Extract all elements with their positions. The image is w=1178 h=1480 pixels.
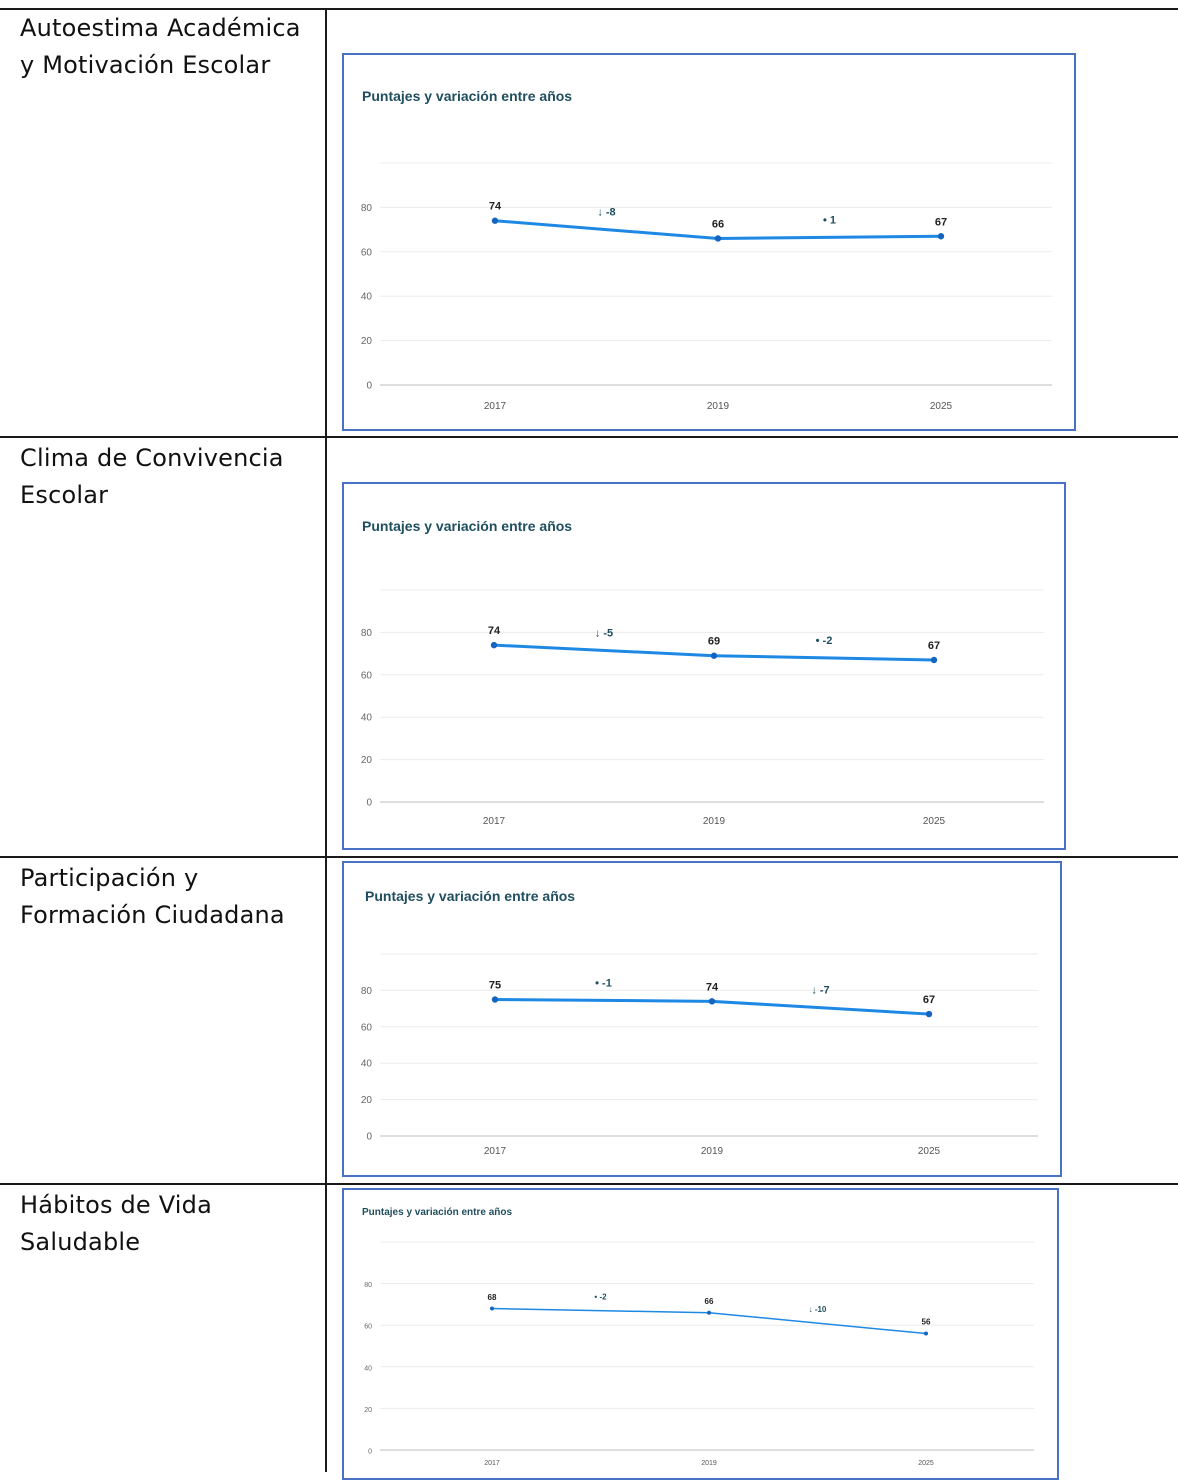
chart-autoestima: Puntajes y variación entre años 80 60 40 20 0… [342, 53, 1076, 431]
data-label: 69 [708, 636, 720, 648]
y-tick-label: 20 [364, 1407, 372, 1414]
data-point [707, 1310, 711, 1315]
x-tick-label: 2017 [484, 1146, 507, 1157]
y-tick-label: 0 [366, 381, 372, 392]
row-label-participacion: Participación y Formación Ciudadana [20, 864, 285, 929]
y-tick-label: 0 [368, 1449, 372, 1456]
row-label-habitos: Hábitos de Vida Saludable [20, 1191, 213, 1256]
data-point [490, 641, 498, 649]
y-tick-label: 60 [361, 670, 373, 681]
data-point [924, 1331, 928, 1336]
y-tick-label: 40 [361, 713, 373, 724]
variation-label: • -2 [594, 1292, 607, 1301]
variation-label: • 1 [823, 214, 836, 226]
data-point [491, 996, 499, 1003]
table-border-top [0, 8, 1178, 10]
chart-habitos: Puntajes y variación entre años 80 60 40 20 0… [342, 1188, 1059, 1480]
row-divider [0, 856, 1178, 858]
data-label: 66 [705, 1297, 714, 1306]
y-tick-label: 20 [361, 1095, 373, 1106]
chart-svg: Puntajes y variación entre años 80 60 40 20 0… [361, 88, 1052, 412]
x-tick-label: 2017 [484, 401, 507, 412]
data-label: 67 [923, 994, 935, 1006]
data-label: 67 [935, 216, 947, 228]
y-tick-label: 20 [361, 336, 373, 347]
y-tick-label: 20 [361, 755, 373, 766]
chart-svg: Puntajes y variación entre años 80 60 40 20 0… [361, 518, 1044, 827]
data-label: 74 [488, 625, 501, 637]
row-divider [0, 436, 1178, 438]
y-tick-label: 60 [361, 1022, 373, 1033]
y-tick-label: 80 [364, 1282, 372, 1289]
y-tick-label: 40 [361, 292, 373, 303]
data-point [710, 652, 718, 659]
x-tick-label: 2019 [707, 401, 730, 412]
y-tick-label: 80 [361, 628, 373, 639]
y-tick-label: 80 [361, 203, 373, 214]
data-point [937, 233, 945, 240]
data-label: 68 [488, 1293, 497, 1302]
x-tick-label: 2025 [918, 1460, 934, 1467]
x-tick-label: 2025 [918, 1146, 941, 1157]
variation-label: ↓ -10 [809, 1305, 827, 1314]
column-divider [325, 8, 327, 1472]
variation-label: ↓ -5 [595, 627, 613, 639]
y-tick-label: 40 [361, 1059, 373, 1070]
data-point [491, 217, 499, 224]
y-tick-label: 40 [364, 1365, 372, 1372]
variation-label: ↓ -7 [811, 985, 829, 997]
data-label: 56 [922, 1318, 931, 1327]
data-label: 75 [489, 980, 501, 992]
y-tick-label: 60 [361, 247, 373, 258]
data-label: 66 [712, 218, 724, 230]
x-tick-label: 2019 [701, 1146, 724, 1157]
y-tick-label: 80 [361, 986, 373, 997]
x-tick-label: 2025 [923, 816, 946, 827]
x-tick-label: 2019 [703, 816, 726, 827]
row-divider [0, 1183, 1178, 1185]
data-label: 74 [489, 201, 502, 213]
chart-svg: Puntajes y variación entre años 80 60 40 20 0… [362, 1207, 1034, 1467]
chart-title: Puntajes y variación entre años [362, 1207, 512, 1218]
x-tick-label: 2017 [483, 816, 506, 827]
chart-participacion: Puntajes y variación entre años 80 60 40 20 0… [342, 861, 1062, 1177]
data-label: 67 [928, 640, 940, 652]
data-point [925, 1010, 933, 1018]
y-tick-label: 0 [366, 1132, 372, 1143]
chart-title: Puntajes y variación entre años [365, 888, 575, 904]
x-tick-label: 2025 [930, 401, 953, 412]
y-tick-label: 60 [364, 1324, 372, 1331]
variation-label: • -2 [816, 635, 833, 647]
x-tick-label: 2019 [701, 1460, 717, 1467]
row-label-autoestima: Autoestima Académica y Motivación Escola… [20, 14, 301, 79]
row-label-clima: Clima de Convivencia Escolar [20, 444, 284, 509]
y-tick-label: 0 [366, 798, 372, 809]
data-label: 74 [706, 981, 719, 993]
variation-label: ↓ -8 [597, 207, 615, 219]
x-tick-label: 2017 [484, 1460, 500, 1467]
data-point [714, 235, 722, 242]
chart-title: Puntajes y variación entre años [362, 88, 572, 104]
chart-title: Puntajes y variación entre años [362, 518, 572, 534]
chart-svg: Puntajes y variación entre años 80 60 40 20 0… [361, 888, 1038, 1157]
data-point [490, 1306, 494, 1311]
variation-label: • -1 [595, 977, 612, 989]
data-point [930, 656, 938, 664]
data-point [708, 998, 716, 1005]
chart-clima: Puntajes y variación entre años 80 60 40 20 0… [342, 482, 1066, 850]
